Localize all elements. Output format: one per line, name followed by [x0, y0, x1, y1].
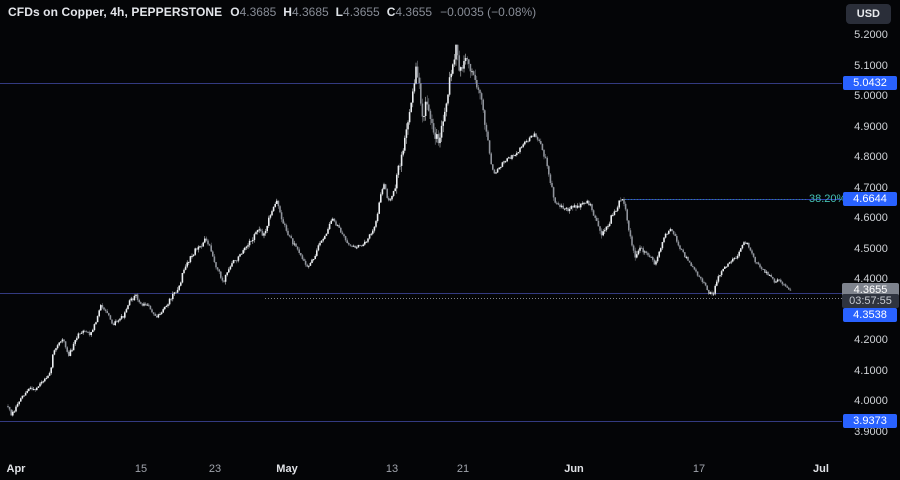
ohlc-pair: H4.3685 — [283, 5, 329, 19]
price-axis[interactable]: 5.2000 5.1000 5.0000 4.9000 4.8000 4.7000 4.60… — [842, 0, 900, 458]
price-tick-4.8000: 4.8000 — [854, 151, 888, 164]
time-axis[interactable]: Apr 15 23 May 13 21 Jun 17 Jul — [0, 458, 900, 480]
price-badge-5.0432: 5.0432 — [843, 75, 897, 90]
price-tick-4.1000: 4.1000 — [854, 364, 888, 377]
ohlc-pair: O4.3685 — [230, 5, 277, 19]
time-tick-apr: Apr — [6, 463, 26, 475]
time-tick-17: 17 — [692, 463, 706, 475]
ohlc-pair: L4.3655 — [335, 5, 380, 19]
price-tick-4.4000: 4.4000 — [854, 273, 888, 286]
time-tick-21: 21 — [456, 463, 470, 475]
ohlc-pair: C4.3655 — [386, 5, 433, 19]
price-tick-4.6000: 4.6000 — [854, 212, 888, 225]
price-tick-4.9000: 4.9000 — [854, 120, 888, 133]
price-badge-4.3655: 4.3655 — [842, 282, 899, 297]
price-tick-4.2000: 4.2000 — [854, 334, 888, 347]
price-tick-5.2000: 5.2000 — [854, 29, 888, 41]
fib-retracement-label: 38.20% — [809, 192, 847, 205]
time-tick-may: May — [276, 463, 298, 475]
price-tick-4.5000: 4.5000 — [854, 242, 888, 255]
currency-button[interactable]: USD — [845, 4, 891, 24]
price-change: −0.0035 (−0.08%) — [440, 5, 537, 19]
time-tick-15: 15 — [134, 463, 148, 475]
ohlc-values: O4.3685 H4.3685 L4.3655 C4.3655 — [230, 5, 432, 19]
price-tick-5.1000: 5.1000 — [854, 59, 888, 72]
price-badge-4.3538: 4.3538 — [843, 307, 897, 322]
symbol-title[interactable]: CFDs on Copper, 4h, PEPPERSTONE — [8, 5, 223, 19]
price-tick-3.9000: 3.9000 — [854, 426, 888, 438]
price-tick-5.0000: 5.0000 — [854, 90, 888, 103]
price-tick-4.7000: 4.7000 — [854, 181, 888, 194]
time-tick-jul: Jul — [813, 463, 829, 475]
symbol-legend: CFDs on Copper, 4h, PEPPERSTONE O4.3685 H… — [8, 5, 536, 19]
time-tick-13: 13 — [385, 463, 399, 475]
time-tick-23: 23 — [208, 463, 222, 475]
time-tick-jun: Jun — [564, 463, 584, 475]
price-tick-4.0000: 4.0000 — [854, 395, 888, 408]
price-badge-3.9373: 3.9373 — [843, 413, 897, 428]
countdown-badge: 03:57:55 — [842, 293, 899, 308]
price-badge-4.6644: 4.6644 — [843, 191, 897, 206]
